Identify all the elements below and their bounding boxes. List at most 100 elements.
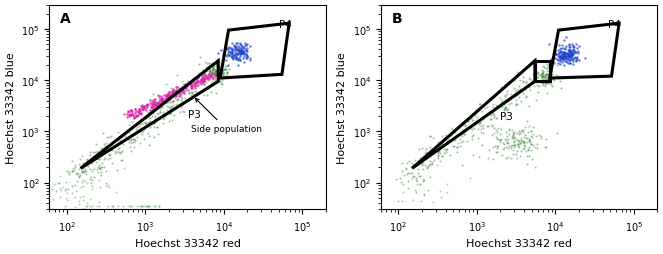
Point: [177, 89, 188, 93]
Point: [511, 152, 521, 156]
Point: [56, 188, 66, 192]
Point: [204, 70, 214, 74]
Point: [403, 160, 414, 164]
Point: [234, 49, 245, 53]
Point: [557, 43, 568, 47]
Point: [97, 165, 107, 169]
Point: [467, 128, 477, 132]
Point: [82, 201, 92, 205]
Point: [211, 70, 221, 74]
Point: [531, 75, 542, 79]
Point: [462, 120, 473, 124]
Point: [137, 108, 148, 112]
Point: [93, 204, 104, 208]
Point: [461, 124, 471, 128]
Point: [559, 51, 570, 55]
Point: [475, 131, 486, 135]
Point: [215, 75, 225, 79]
Point: [235, 47, 245, 52]
Point: [165, 112, 176, 116]
Point: [163, 91, 174, 95]
Point: [62, 169, 72, 173]
Point: [550, 53, 561, 57]
Point: [424, 163, 434, 167]
Point: [510, 144, 520, 148]
Point: [229, 45, 240, 50]
Point: [63, 187, 74, 191]
Point: [554, 59, 565, 63]
Point: [184, 81, 195, 85]
Point: [95, 157, 105, 161]
Point: [410, 188, 420, 192]
Point: [158, 101, 169, 105]
Point: [487, 134, 498, 138]
Point: [168, 88, 178, 92]
Point: [564, 62, 575, 66]
Point: [495, 138, 505, 142]
Point: [203, 74, 213, 78]
Point: [498, 148, 509, 152]
Point: [131, 135, 142, 139]
Point: [211, 63, 222, 67]
Point: [103, 136, 114, 140]
Point: [163, 93, 174, 97]
Point: [560, 55, 571, 59]
Point: [571, 58, 581, 62]
Point: [137, 104, 147, 108]
Point: [191, 77, 202, 82]
Point: [520, 133, 530, 137]
Point: [128, 145, 139, 149]
Point: [162, 95, 173, 99]
Point: [151, 104, 161, 108]
Point: [426, 162, 437, 166]
Point: [548, 78, 559, 83]
Point: [465, 127, 475, 131]
Point: [503, 155, 514, 160]
Point: [544, 70, 554, 74]
Point: [411, 178, 422, 182]
Point: [206, 75, 216, 79]
Point: [74, 162, 85, 166]
Point: [147, 108, 157, 113]
Point: [237, 52, 247, 56]
Point: [127, 120, 137, 124]
Point: [221, 65, 232, 69]
Point: [552, 59, 563, 63]
Point: [559, 64, 570, 68]
Point: [125, 112, 136, 116]
Point: [193, 84, 204, 88]
Point: [500, 94, 511, 99]
Point: [136, 112, 147, 116]
Point: [555, 57, 566, 61]
Point: [542, 73, 553, 77]
Point: [534, 73, 545, 77]
Point: [495, 102, 506, 106]
Point: [550, 50, 560, 54]
Point: [226, 47, 237, 51]
Point: [133, 113, 143, 117]
Point: [234, 46, 245, 50]
Point: [154, 101, 164, 105]
Point: [520, 94, 531, 99]
Point: [218, 62, 229, 67]
Point: [166, 87, 177, 91]
Point: [396, 169, 407, 173]
Point: [233, 53, 243, 57]
Point: [197, 75, 208, 79]
Point: [532, 146, 542, 150]
Point: [500, 108, 511, 112]
Point: [145, 108, 156, 113]
Point: [209, 67, 219, 71]
Point: [556, 55, 566, 59]
Point: [509, 144, 520, 148]
Point: [512, 103, 522, 107]
Point: [514, 133, 524, 137]
Point: [125, 139, 136, 143]
Text: P4: P4: [279, 20, 292, 30]
Point: [491, 150, 501, 154]
Point: [154, 111, 165, 115]
Point: [217, 72, 228, 76]
Point: [562, 57, 572, 61]
Point: [562, 52, 572, 56]
Point: [401, 173, 412, 177]
